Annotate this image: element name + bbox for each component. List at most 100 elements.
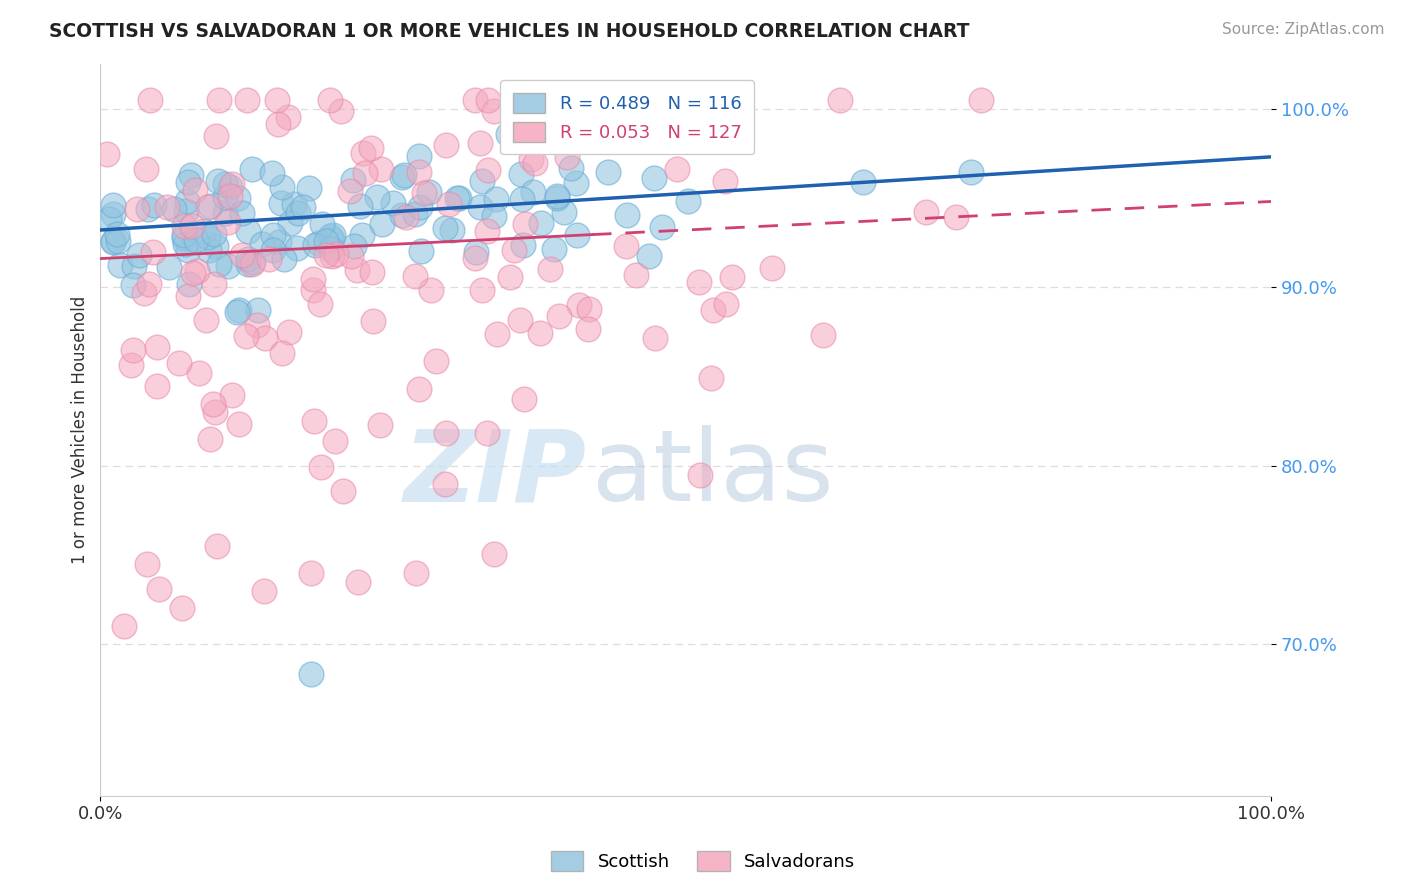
Point	[560, 161, 582, 175]
Point	[352, 227, 374, 242]
Point	[360, 140, 382, 154]
Point	[231, 248, 253, 262]
Point	[464, 93, 486, 107]
Point	[302, 271, 325, 285]
Point	[136, 557, 159, 571]
Point	[392, 168, 415, 182]
Point	[214, 206, 236, 220]
Point	[714, 297, 737, 311]
Point	[202, 397, 225, 411]
Point	[253, 583, 276, 598]
Point	[278, 325, 301, 339]
Point	[484, 103, 506, 118]
Point	[299, 566, 322, 580]
Point	[322, 228, 344, 243]
Point	[221, 178, 243, 192]
Point	[107, 234, 129, 248]
Point	[163, 202, 186, 217]
Point	[960, 165, 983, 179]
Point	[520, 152, 543, 166]
Point	[181, 266, 204, 280]
Point	[510, 192, 533, 206]
Point	[658, 93, 681, 107]
Point	[262, 166, 284, 180]
Point	[304, 237, 326, 252]
Point	[449, 190, 471, 204]
Point	[485, 192, 508, 206]
Point	[475, 426, 498, 441]
Point	[236, 257, 259, 271]
Point	[262, 243, 284, 257]
Point	[361, 314, 384, 328]
Point	[555, 150, 578, 164]
Point	[136, 202, 159, 216]
Point	[205, 128, 228, 143]
Point	[498, 270, 520, 285]
Point	[254, 331, 277, 345]
Point	[477, 93, 499, 107]
Point	[811, 328, 834, 343]
Point	[420, 283, 443, 297]
Point	[177, 277, 200, 291]
Point	[340, 249, 363, 263]
Point	[197, 200, 219, 214]
Point	[257, 252, 280, 266]
Point	[143, 198, 166, 212]
Point	[568, 297, 591, 311]
Point	[270, 196, 292, 211]
Point	[319, 229, 342, 244]
Point	[509, 313, 531, 327]
Point	[315, 234, 337, 248]
Point	[395, 210, 418, 224]
Point	[498, 128, 520, 142]
Text: atlas: atlas	[592, 425, 834, 523]
Point	[105, 227, 128, 242]
Point	[247, 302, 270, 317]
Point	[405, 566, 427, 580]
Point	[548, 310, 571, 324]
Point	[828, 93, 851, 107]
Point	[522, 185, 544, 199]
Point	[122, 278, 145, 293]
Point	[266, 93, 288, 107]
Point	[346, 263, 368, 277]
Point	[530, 216, 553, 230]
Point	[524, 155, 547, 169]
Point	[361, 265, 384, 279]
Point	[596, 165, 619, 179]
Point	[96, 147, 118, 161]
Point	[98, 212, 121, 227]
Point	[665, 161, 688, 176]
Point	[174, 237, 197, 252]
Point	[567, 227, 589, 242]
Point	[122, 259, 145, 273]
Legend: Scottish, Salvadorans: Scottish, Salvadorans	[544, 844, 862, 879]
Point	[614, 239, 637, 253]
Point	[391, 208, 413, 222]
Point	[405, 207, 427, 221]
Point	[721, 270, 744, 285]
Point	[370, 162, 392, 177]
Point	[183, 183, 205, 197]
Point	[319, 242, 342, 256]
Point	[413, 186, 436, 200]
Point	[120, 358, 142, 372]
Point	[302, 283, 325, 297]
Y-axis label: 1 or more Vehicles in Household: 1 or more Vehicles in Household	[72, 296, 89, 564]
Point	[214, 190, 236, 204]
Point	[262, 227, 284, 242]
Point	[325, 247, 347, 261]
Point	[409, 244, 432, 259]
Point	[446, 191, 468, 205]
Point	[540, 134, 562, 148]
Point	[128, 248, 150, 262]
Point	[240, 257, 263, 271]
Point	[267, 235, 290, 249]
Point	[441, 223, 464, 237]
Legend: R = 0.489   N = 116, R = 0.053   N = 127: R = 0.489 N = 116, R = 0.053 N = 127	[501, 80, 754, 154]
Point	[202, 277, 225, 291]
Point	[197, 230, 219, 244]
Point	[339, 184, 361, 198]
Point	[404, 268, 426, 283]
Point	[319, 93, 342, 107]
